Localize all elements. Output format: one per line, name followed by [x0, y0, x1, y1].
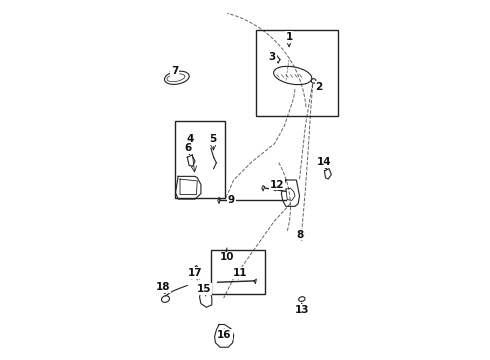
Bar [256, 30, 338, 116]
Text: 9: 9 [228, 195, 235, 206]
Text: 11: 11 [233, 268, 248, 278]
Bar [174, 121, 224, 198]
Text: 4: 4 [187, 134, 194, 144]
Text: 14: 14 [317, 157, 332, 167]
Text: 10: 10 [220, 252, 234, 262]
Text: 8: 8 [296, 230, 303, 239]
Text: 3: 3 [269, 52, 276, 62]
Text: 17: 17 [188, 268, 202, 278]
Text: 5: 5 [210, 134, 217, 144]
Text: 7: 7 [171, 66, 178, 76]
Text: 16: 16 [217, 329, 232, 339]
Text: 2: 2 [316, 82, 323, 92]
Text: 12: 12 [270, 180, 284, 190]
Text: 13: 13 [294, 305, 309, 315]
Text: 1: 1 [286, 32, 293, 42]
Text: 6: 6 [185, 143, 192, 153]
Text: 15: 15 [197, 284, 211, 294]
Text: 18: 18 [156, 282, 171, 292]
Bar [211, 251, 266, 294]
